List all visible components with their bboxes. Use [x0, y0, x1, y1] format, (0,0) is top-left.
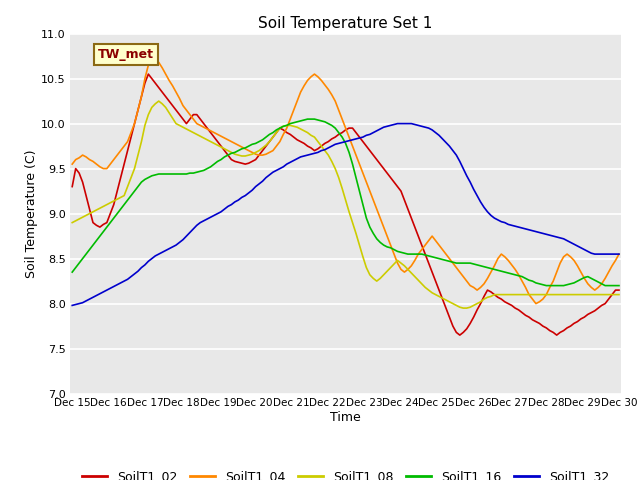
Y-axis label: Soil Temperature (C): Soil Temperature (C) — [25, 149, 38, 278]
Text: TW_met: TW_met — [98, 48, 154, 61]
X-axis label: Time: Time — [330, 411, 361, 424]
Title: Soil Temperature Set 1: Soil Temperature Set 1 — [259, 16, 433, 31]
Legend: SoilT1_02, SoilT1_04, SoilT1_08, SoilT1_16, SoilT1_32: SoilT1_02, SoilT1_04, SoilT1_08, SoilT1_… — [77, 465, 614, 480]
